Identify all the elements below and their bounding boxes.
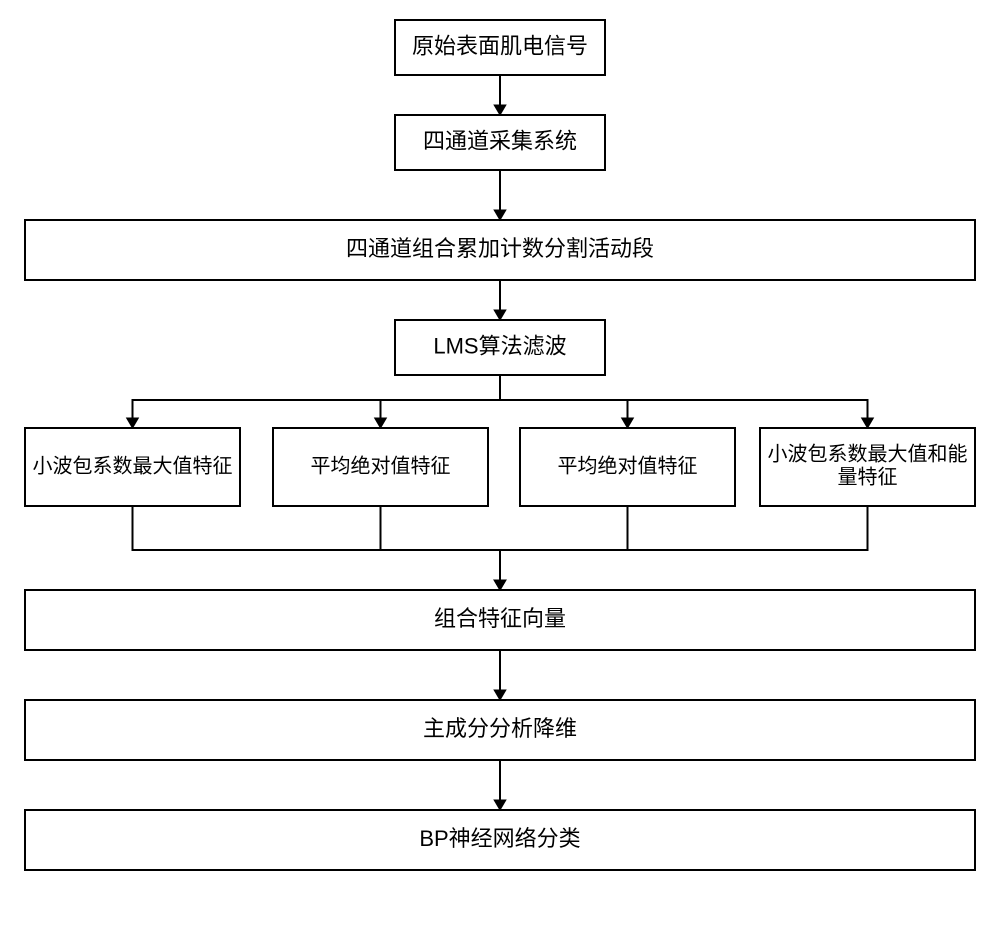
flow-node-n8: BP神经网络分类 bbox=[25, 810, 975, 870]
node-label: 平均绝对值特征 bbox=[558, 454, 698, 477]
flow-node-n4: LMS算法滤波 bbox=[395, 320, 605, 375]
flow-node-n2: 四通道采集系统 bbox=[395, 115, 605, 170]
node-label: 四通道采集系统 bbox=[423, 128, 577, 153]
node-label: 组合特征向量 bbox=[434, 606, 566, 631]
flow-node-n5c: 平均绝对值特征 bbox=[520, 428, 735, 506]
node-label: 四通道组合累加计数分割活动段 bbox=[346, 236, 654, 261]
flow-node-n7: 主成分分析降维 bbox=[25, 700, 975, 760]
node-label: LMS算法滤波 bbox=[433, 333, 566, 358]
node-label: 原始表面肌电信号 bbox=[412, 33, 588, 58]
flow-node-n6: 组合特征向量 bbox=[25, 590, 975, 650]
node-label: 平均绝对值特征 bbox=[311, 454, 451, 477]
flow-node-n5d: 小波包系数最大值和能量特征 bbox=[760, 428, 975, 506]
flow-node-n5a: 小波包系数最大值特征 bbox=[25, 428, 240, 506]
flow-node-n3: 四通道组合累加计数分割活动段 bbox=[25, 220, 975, 280]
flow-node-n5b: 平均绝对值特征 bbox=[273, 428, 488, 506]
node-label: 小波包系数最大值特征 bbox=[33, 454, 233, 477]
node-label: BP神经网络分类 bbox=[419, 826, 580, 851]
flowchart-canvas: 原始表面肌电信号四通道采集系统四通道组合累加计数分割活动段 LMS算法滤波小波包系… bbox=[0, 0, 1000, 934]
node-label: 主成分分析降维 bbox=[423, 716, 577, 741]
flow-node-n1: 原始表面肌电信号 bbox=[395, 20, 605, 75]
